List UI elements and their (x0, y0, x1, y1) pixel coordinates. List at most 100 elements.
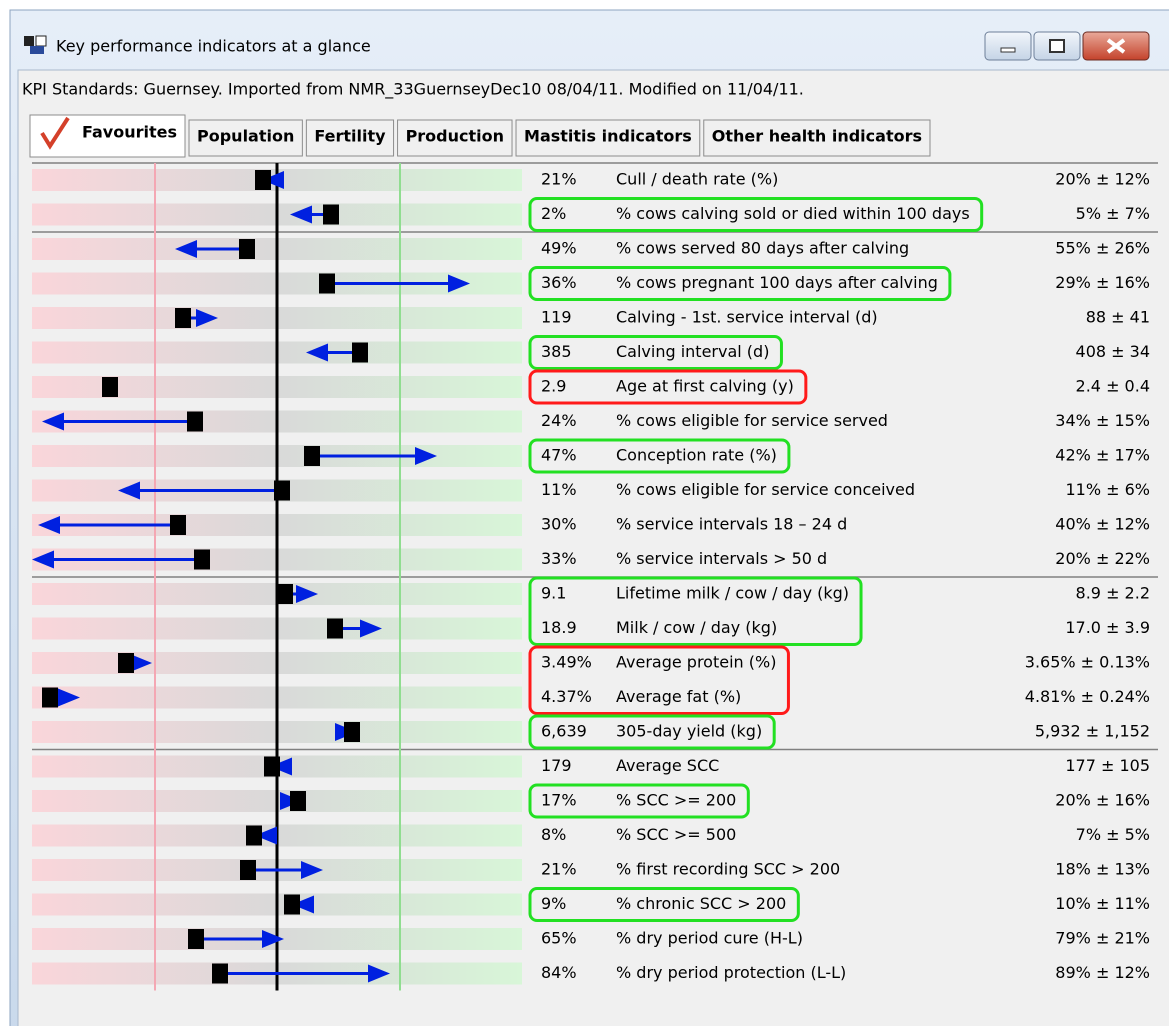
kpi-standard: 29% ± 16% (1055, 273, 1150, 292)
kpi-value: 3.49% (541, 653, 592, 672)
kpi-standard: 20% ± 22% (1055, 549, 1150, 568)
highlight-box (528, 335, 783, 370)
kpi-standard: 42% ± 17% (1055, 446, 1150, 465)
app-icon (24, 35, 47, 54)
kpi-value: 179 (541, 756, 572, 775)
kpi-standard: 10% ± 11% (1055, 894, 1150, 913)
trend-arrowhead (296, 585, 318, 603)
kpi-value: 36% (541, 273, 577, 292)
close-button[interactable] (1082, 31, 1150, 61)
current-marker (284, 894, 300, 915)
status-line: KPI Standards: Guernsey. Imported from N… (22, 80, 804, 100)
highlight-box (528, 645, 790, 715)
kpi-standard: 2.4 ± 0.4 (1076, 377, 1150, 396)
current-marker (187, 411, 203, 432)
kpi-standard: 17.0 ± 3.9 (1065, 618, 1150, 637)
trend-arrowhead (415, 447, 437, 465)
trend-arrowhead (368, 964, 390, 983)
current-marker (319, 273, 335, 294)
kpi-label: % cows calving sold or died within 100 d… (616, 204, 970, 223)
trend-arrowhead (448, 274, 470, 293)
kpi-value: 30% (541, 515, 577, 534)
highlight-box (528, 576, 863, 646)
tab-label: Production (406, 127, 504, 146)
trend-arrowhead (262, 930, 284, 948)
kpi-value: 9% (541, 894, 566, 913)
trend-arrowhead (255, 826, 277, 845)
current-marker (239, 239, 255, 259)
kpi-value: 33% (541, 549, 577, 568)
current-marker (212, 963, 228, 984)
kpi-label: Calving - 1st. service interval (d) (616, 308, 878, 327)
tab[interactable]: Fertility (305, 119, 395, 157)
minimize-button[interactable] (984, 31, 1032, 61)
kpi-value: 8% (541, 825, 566, 844)
kpi-value: 21% (541, 860, 577, 879)
kpi-label: % cows eligible for service served (616, 411, 888, 430)
highlight-box (528, 197, 984, 232)
window-title: Key performance indicators at a glance (56, 37, 371, 56)
kpi-value: 385 (541, 342, 572, 361)
kpi-standard: 177 ± 105 (1065, 756, 1150, 775)
tab-label: Mastitis indicators (524, 127, 692, 146)
trend-arrowhead (118, 481, 140, 500)
kpi-standard: 11% ± 6% (1065, 480, 1150, 499)
tab[interactable]: Population (188, 119, 303, 157)
check-icon (40, 116, 70, 150)
kpi-value: 6,639 (541, 722, 587, 741)
kpi-label: % dry period cure (H-L) (616, 929, 803, 948)
current-marker (42, 687, 58, 708)
tab-body (305, 119, 395, 157)
kpi-label: % SCC >= 200 (616, 791, 736, 810)
kpi-label: Cull / death rate (%) (616, 170, 778, 189)
trend-arrowhead (290, 205, 312, 224)
kpi-value: 18.9 (541, 618, 577, 637)
tab[interactable]: Other health indicators (703, 119, 931, 157)
kpi-label: % chronic SCC > 200 (616, 894, 786, 913)
kpi-label: Average SCC (616, 756, 719, 775)
trend-arrowhead (306, 343, 328, 362)
highlight-box (528, 438, 791, 474)
current-marker (194, 549, 210, 570)
kpi-standard: 79% ± 21% (1055, 929, 1150, 948)
kpi-label: Age at first calving (y) (616, 377, 794, 396)
kpi-list: 21% Cull / death rate (%) 20% ± 12% 2% % cow… (32, 162, 1158, 991)
trend-arrowhead (32, 550, 54, 569)
kpi-standard: 4.81% ± 0.24% (1025, 687, 1150, 706)
kpi-standard: 88 ± 41 (1086, 308, 1150, 327)
kpi-value: 119 (541, 308, 572, 327)
kpi-standard: 20% ± 12% (1055, 170, 1150, 189)
current-marker (246, 825, 262, 846)
kpi-standard: 40% ± 12% (1055, 515, 1150, 534)
kpi-label: % cows served 80 days after calving (616, 239, 909, 258)
tab[interactable]: Mastitis indicators (515, 119, 701, 157)
kpi-standard: 5,932 ± 1,152 (1035, 722, 1150, 741)
current-marker (344, 722, 360, 742)
kpi-value: 65% (541, 929, 577, 948)
kpi-value: 17% (541, 791, 577, 810)
tab-label: Favourites (82, 123, 177, 142)
kpi-label: % service intervals > 50 d (616, 549, 827, 568)
kpi-standard: 7% ± 5% (1076, 825, 1150, 844)
tab[interactable]: Production (397, 119, 513, 157)
kpi-label: Calving interval (d) (616, 342, 769, 361)
kpi-label: % cows pregnant 100 days after calving (616, 273, 938, 292)
tab[interactable]: Favourites (29, 114, 186, 158)
current-marker (118, 653, 134, 673)
current-marker (274, 480, 290, 501)
trend-arrowhead (58, 688, 80, 707)
kpi-label: Milk / cow / day (kg) (616, 618, 777, 637)
current-marker (277, 584, 293, 604)
kpi-standard: 20% ± 16% (1055, 791, 1150, 810)
maximize-button[interactable] (1033, 31, 1081, 61)
kpi-value: 21% (541, 170, 577, 189)
kpi-standard: 18% ± 13% (1055, 860, 1150, 879)
trend-arrowhead (292, 895, 314, 914)
tab-body (397, 119, 513, 157)
kpi-value: 2% (541, 204, 566, 223)
kpi-standard: 34% ± 15% (1055, 411, 1150, 430)
highlight-box (528, 266, 952, 301)
current-marker (188, 929, 204, 949)
